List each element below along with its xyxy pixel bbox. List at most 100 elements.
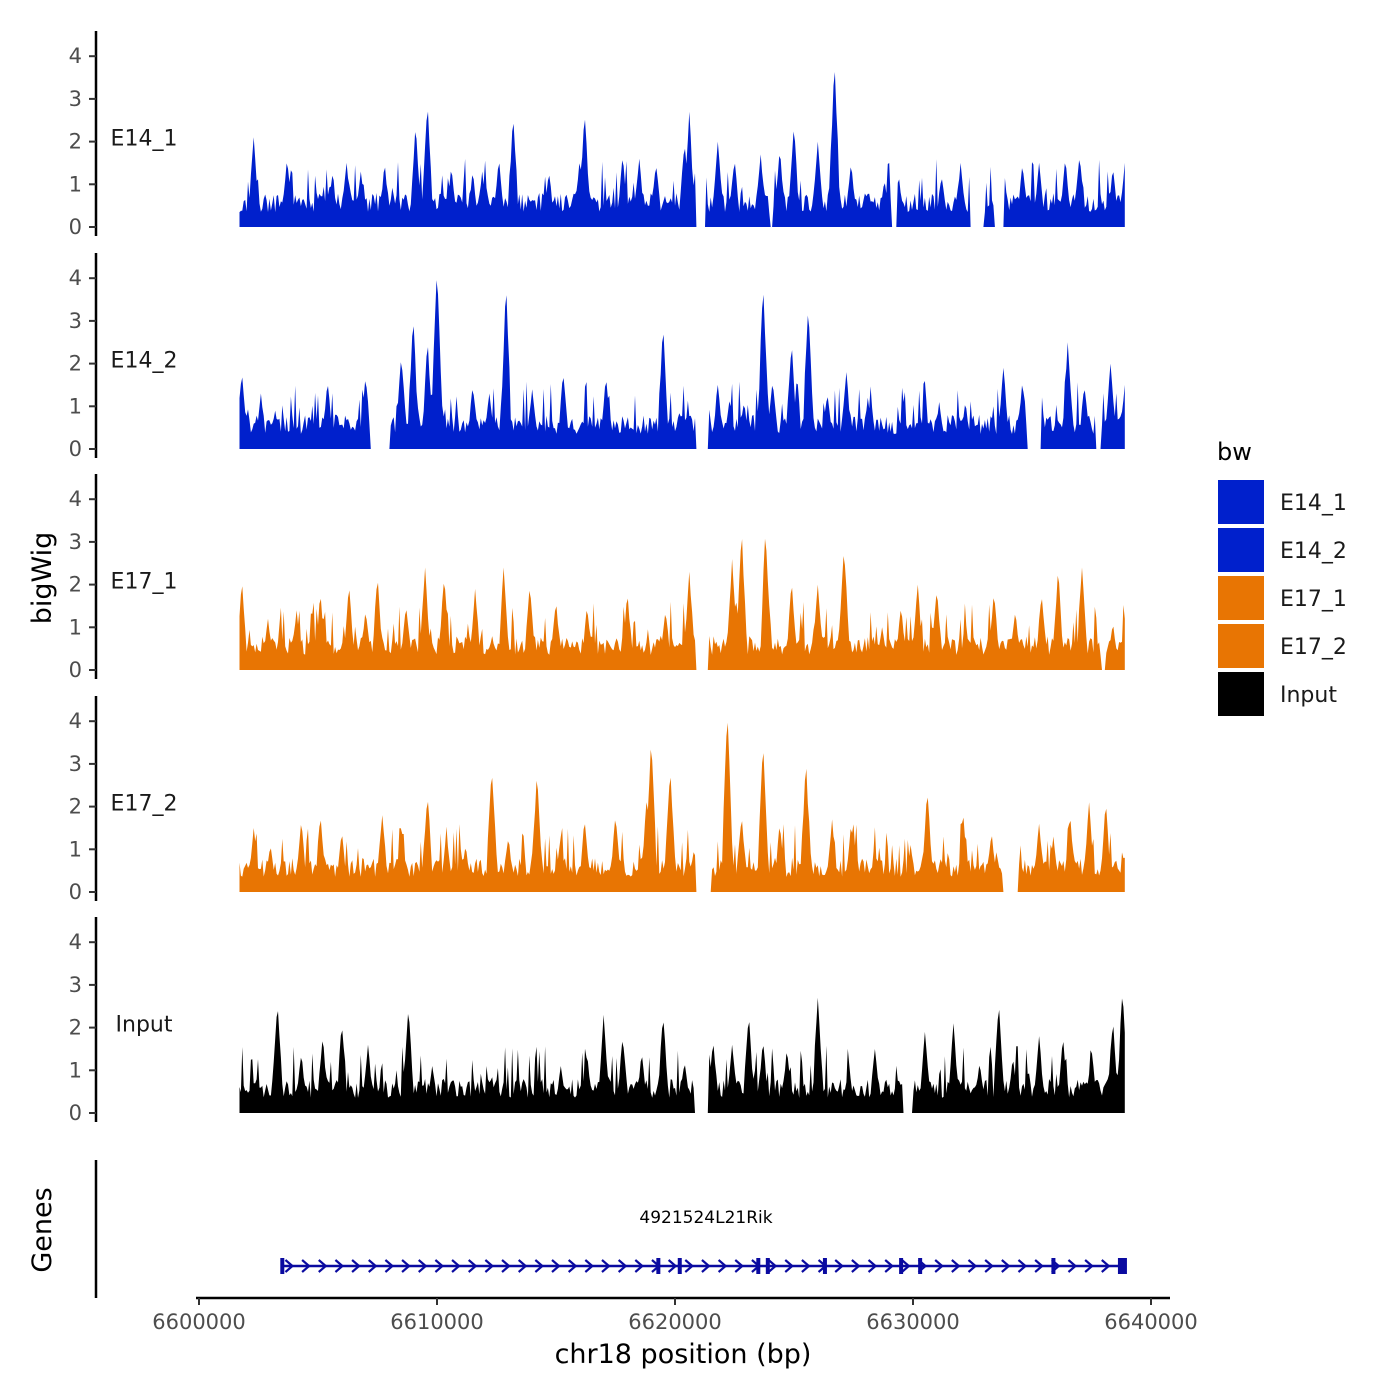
exon [1117,1258,1127,1274]
y-tick-label: 1 [69,1058,82,1082]
strand-arrow [318,1259,328,1273]
x-tick-label: 6640000 [1104,1310,1198,1334]
strand-arrow [767,1259,778,1273]
strand-arrow [884,1259,894,1273]
y-tick-label: 2 [69,795,82,819]
strand-arrow [851,1259,861,1273]
legend-label: E14_1 [1280,491,1347,516]
legend: bw E14_1 E14_2 E17_1 E17_2 Input [1217,438,1347,716]
legend-items: E14_1 E14_2 E17_1 E17_2 Input [1218,480,1347,716]
strand-arrow [434,1259,445,1273]
strand-arrow [301,1259,311,1273]
strand-arrow [867,1259,878,1273]
gene-model [280,1258,1127,1274]
x-axis-title: chr18 position (bp) [555,1339,812,1370]
y-tick-label: 2 [69,573,82,597]
strand-arrow [634,1259,644,1273]
y-tick-label: 4 [69,930,82,954]
legend-swatch [1218,528,1264,572]
strand-arrow [567,1259,578,1273]
y-tick-label: 2 [69,1016,82,1040]
y-tick-label: 1 [69,837,82,861]
legend-label: E17_1 [1280,587,1347,612]
strand-arrow [984,1259,994,1273]
panel-e14-2: 0 1 2 3 4 E14_2 [69,253,1125,461]
strand-arrow [734,1259,744,1273]
x-tick-label: 6610000 [390,1310,484,1334]
coverage-area-e14-2 [239,280,1125,449]
strand-arrow [951,1259,961,1273]
strand-arrow [501,1259,511,1273]
y-tick-label: 1 [69,172,82,196]
strand-arrow [401,1259,411,1273]
strand-arrow [1101,1259,1111,1273]
strand-arrow [334,1259,345,1273]
strand-arrow [1067,1259,1078,1273]
track-label: E17_1 [111,569,178,594]
y-tick-label: 3 [69,87,82,111]
legend-label: E17_2 [1280,635,1347,660]
y-tick-label: 3 [69,309,82,333]
panel-input: 0 1 2 3 4 Input [69,917,1125,1125]
legend-swatch [1218,480,1264,524]
y-tick-label: 1 [69,615,82,639]
strand-arrow [1084,1259,1094,1273]
y-tick-label: 0 [69,215,82,239]
legend-swatch [1218,672,1264,716]
coverage-area-e14-1 [239,72,1125,227]
coverage-area-e17-2 [239,722,1125,892]
strand-arrow [484,1259,495,1273]
strand-arrow [601,1259,611,1273]
y-tick-label: 0 [69,1101,82,1125]
strand-arrow [684,1259,694,1273]
y-tick-label: 0 [69,658,82,682]
strand-arrow [834,1259,844,1273]
coverage-area-e17-1 [239,538,1125,670]
x-tick-label: 6620000 [628,1310,722,1334]
panel-e14-1: 0 1 2 3 4 E14_1 [69,31,1125,239]
y-tick-label: 3 [69,752,82,776]
panel-e17-2: 0 1 2 3 4 E17_2 [69,696,1125,904]
strand-arrow [517,1259,528,1273]
exon [918,1258,923,1274]
y-tick-label: 2 [69,352,82,376]
y-tick-label: 0 [69,880,82,904]
strand-arrow [384,1259,395,1273]
strand-arrow [584,1259,595,1273]
track-label: E14_1 [111,126,178,151]
strand-arrow [617,1259,628,1273]
exon [822,1258,827,1274]
strand-arrow [801,1259,811,1273]
exon [656,1258,661,1274]
exon [280,1258,285,1274]
strand-arrow [717,1259,728,1273]
y-tick-label: 0 [69,437,82,461]
y-tick-label: 3 [69,973,82,997]
y-tick-label: 4 [69,709,82,733]
strand-arrow [901,1259,911,1273]
strand-arrow [418,1259,428,1273]
y-tick-label: 1 [69,394,82,418]
genes-panel: Genes 4921524L21Rik [27,1160,1127,1298]
y-tick-label: 2 [69,130,82,154]
y-tick-label: 4 [69,44,82,68]
track-label: E17_2 [111,791,178,816]
exon [899,1258,904,1274]
strand-arrow [467,1259,478,1273]
strand-arrow [1001,1259,1011,1273]
strand-arrow [1034,1259,1044,1273]
strand-arrow [284,1259,295,1273]
legend-label: Input [1280,683,1337,708]
x-tick-label: 6630000 [866,1310,960,1334]
legend-swatch [1218,576,1264,620]
y-tick-label: 3 [69,530,82,554]
y-tick-label: 4 [69,487,82,511]
y-axis-title: bigWig [27,532,58,625]
track-label: E14_2 [111,348,178,373]
exon [677,1258,682,1274]
strand-arrow [534,1259,545,1273]
strand-arrow [667,1259,678,1273]
coverage-area-input [239,997,1125,1113]
strand-arrow [701,1259,711,1273]
legend-title: bw [1217,438,1252,466]
